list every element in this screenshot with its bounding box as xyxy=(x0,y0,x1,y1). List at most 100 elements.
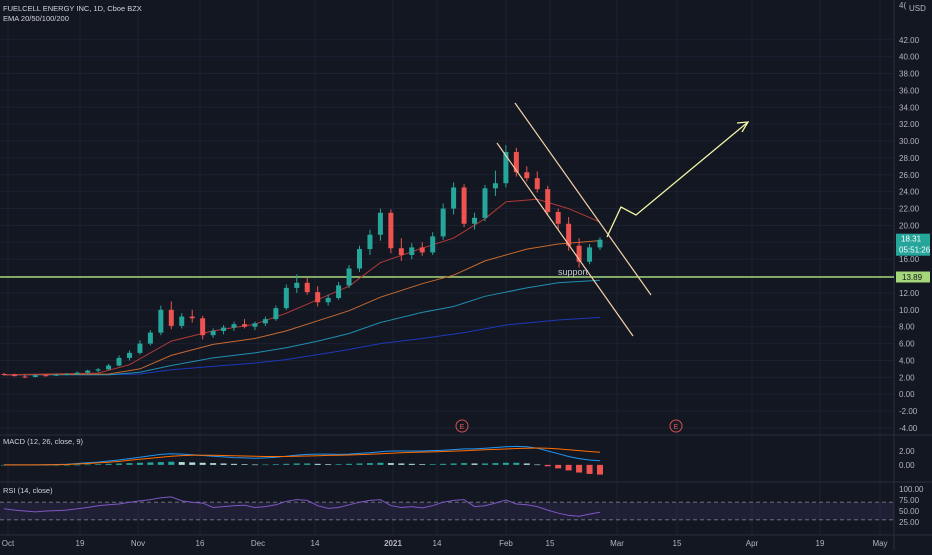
macd-histogram-bar xyxy=(314,463,321,465)
candle-body xyxy=(597,239,603,248)
candle-body xyxy=(252,323,258,327)
candle-body xyxy=(524,172,530,179)
candle-body xyxy=(179,316,185,326)
macd-histogram-bar xyxy=(293,463,300,465)
rsi-tick-label: 100.00 xyxy=(899,485,924,494)
rsi-axis: 100.00 75.00 50.00 25.00 xyxy=(899,485,924,527)
macd-histogram-bar xyxy=(429,464,436,465)
macd-histogram-bar xyxy=(481,463,488,465)
candle-body xyxy=(566,223,572,246)
candle-body xyxy=(22,376,28,378)
macd-tick-label: 2.00 xyxy=(899,447,915,456)
current-price-badge: 18.31 05:51:26 xyxy=(896,233,931,256)
candle-body xyxy=(545,189,551,212)
price-tick-label: 4.00 xyxy=(899,356,915,365)
upper-channel-trendline[interactable] xyxy=(514,102,652,296)
candle-body xyxy=(262,319,268,324)
candle-body xyxy=(106,365,112,370)
macd-histogram-bar xyxy=(346,463,353,465)
price-tick-label: 40.00 xyxy=(899,53,920,62)
candle-body xyxy=(1,373,7,375)
rsi-band xyxy=(0,502,894,520)
earnings-marker[interactable]: E xyxy=(455,419,469,433)
candle-body xyxy=(534,178,540,190)
candle-body xyxy=(43,375,49,377)
macd-histogram-bar xyxy=(220,463,227,465)
price-tick-label: 8.00 xyxy=(899,323,915,332)
candle-body xyxy=(346,268,352,286)
macd-histogram-bar xyxy=(178,462,185,465)
candle-body xyxy=(200,318,206,336)
macd-pane xyxy=(1,445,603,475)
time-tick-label: Feb xyxy=(499,539,513,548)
macd-histogram-bar xyxy=(105,463,112,465)
candle-body xyxy=(377,212,383,235)
price-tick-label: -4.00 xyxy=(899,424,918,433)
candle-body xyxy=(409,247,415,255)
macd-histogram-bar xyxy=(189,462,196,465)
macd-histogram-bar xyxy=(356,463,363,465)
signal-line xyxy=(4,447,601,466)
time-tick-label: 2021 xyxy=(384,539,402,548)
price-tick-label: 38.00 xyxy=(899,70,920,79)
macd-histogram-bar xyxy=(325,464,332,465)
macd-histogram-bar xyxy=(565,464,572,471)
candle-body xyxy=(325,298,331,303)
candle-body xyxy=(315,292,321,303)
macd-line xyxy=(4,445,601,466)
macd-histogram-bar xyxy=(586,464,593,474)
earnings-marker-label: E xyxy=(674,424,679,431)
macd-histogram-bar xyxy=(84,464,91,466)
macd-histogram-bar xyxy=(440,463,447,465)
time-tick-label: 15 xyxy=(546,539,555,548)
price-tick-label: 42.00 xyxy=(899,36,920,45)
rsi-legend[interactable]: RSI (14, close) xyxy=(3,486,53,495)
macd-histogram-bar xyxy=(492,463,499,465)
macd-histogram-bar xyxy=(168,461,175,465)
macd-histogram-bar xyxy=(147,462,154,465)
time-axis[interactable]: Oct 19 Nov 16 Dec 14 2021 14 Feb 15 Mar 15 Apr 19 May xyxy=(2,539,888,548)
candle-body xyxy=(430,236,436,253)
macd-histogram-bar xyxy=(136,462,143,465)
earnings-marker[interactable]: E xyxy=(669,419,683,433)
price-tick-label: 36.00 xyxy=(899,86,920,95)
macd-histogram-bar xyxy=(387,463,394,465)
price-axis[interactable]: 42.00 40.00 38.00 36.00 34.00 32.00 30.00 28.00… xyxy=(899,36,920,433)
lower-channel-trendline[interactable] xyxy=(496,142,634,337)
macd-histogram-bar xyxy=(95,464,102,465)
candle-body xyxy=(221,327,227,331)
macd-legend[interactable]: MACD (12, 26, close, 9) xyxy=(3,437,84,446)
price-tick-label: 30.00 xyxy=(899,137,920,146)
symbol-header[interactable]: FUELCELL ENERGY INC, 1D, Cboe BZX xyxy=(3,4,142,13)
candle-body xyxy=(492,183,498,189)
time-tick-label: Mar xyxy=(610,539,624,548)
candle-body xyxy=(304,282,310,293)
ema-legend[interactable]: EMA 20/50/100/200 xyxy=(3,14,69,23)
projection-arrow-path[interactable] xyxy=(606,121,749,238)
currency-label: USD xyxy=(909,4,926,13)
support-annotation[interactable]: support xyxy=(558,267,589,277)
candle-body xyxy=(85,370,91,373)
candle-body xyxy=(503,152,509,184)
candle-body xyxy=(398,248,404,255)
candle-body xyxy=(294,282,300,288)
time-tick-label: 14 xyxy=(433,539,442,548)
candle-body xyxy=(137,343,143,353)
candle-body xyxy=(53,374,59,376)
candle-body xyxy=(440,208,446,237)
macd-histogram-bar xyxy=(398,463,405,465)
price-tick-label: 12.00 xyxy=(899,289,920,298)
price-tick-label: 20.00 xyxy=(899,221,920,230)
macd-histogram-bar xyxy=(335,464,342,465)
candle-body xyxy=(189,316,195,319)
time-tick-label: Nov xyxy=(131,539,145,548)
macd-histogram-bar xyxy=(555,464,562,469)
candle-body xyxy=(95,369,101,371)
macd-histogram-bar xyxy=(502,462,509,465)
price-tick-label: 24.00 xyxy=(899,188,920,197)
main-grid xyxy=(0,0,894,535)
support-price-badge: 13.89 xyxy=(896,271,930,283)
